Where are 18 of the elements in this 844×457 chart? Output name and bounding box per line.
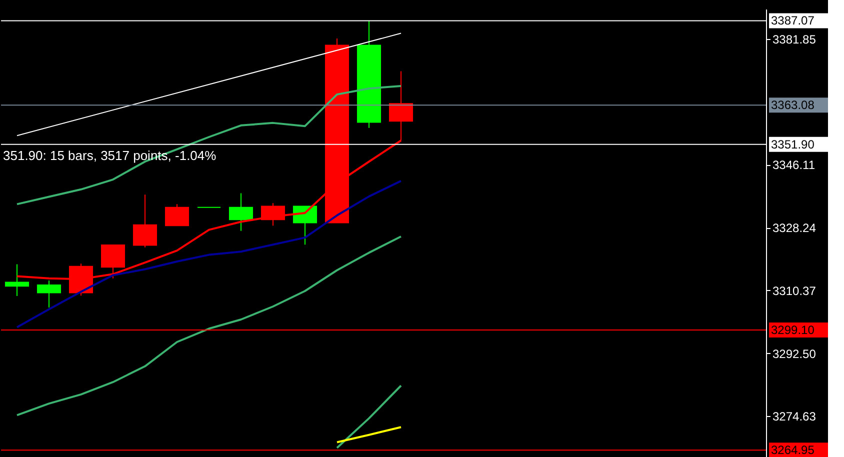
candlestick <box>228 192 254 232</box>
candlestick <box>4 264 30 296</box>
candlestick <box>164 204 190 226</box>
y-tick-label: 3328.24 <box>772 221 816 236</box>
ref-line-label: 3351.90 <box>771 137 815 152</box>
y-tick-label: 3346.11 <box>772 158 816 172</box>
candlestick <box>36 280 62 308</box>
y-tick-label: 3381.85 <box>772 32 816 47</box>
ref-line-label: 3299.10 <box>771 323 815 338</box>
y-tick-label: 3274.63 <box>772 410 816 424</box>
line-series <box>16 236 402 416</box>
candlestick <box>132 194 158 248</box>
line-series <box>16 180 402 328</box>
ref-line-label: 3387.07 <box>771 14 815 28</box>
y-tick-label: 3292.50 <box>772 346 816 361</box>
ref-line-label: 3264.95 <box>771 443 815 457</box>
ref-line-label: 3363.08 <box>771 98 815 112</box>
y-tick-label: 3310.37 <box>772 284 816 298</box>
